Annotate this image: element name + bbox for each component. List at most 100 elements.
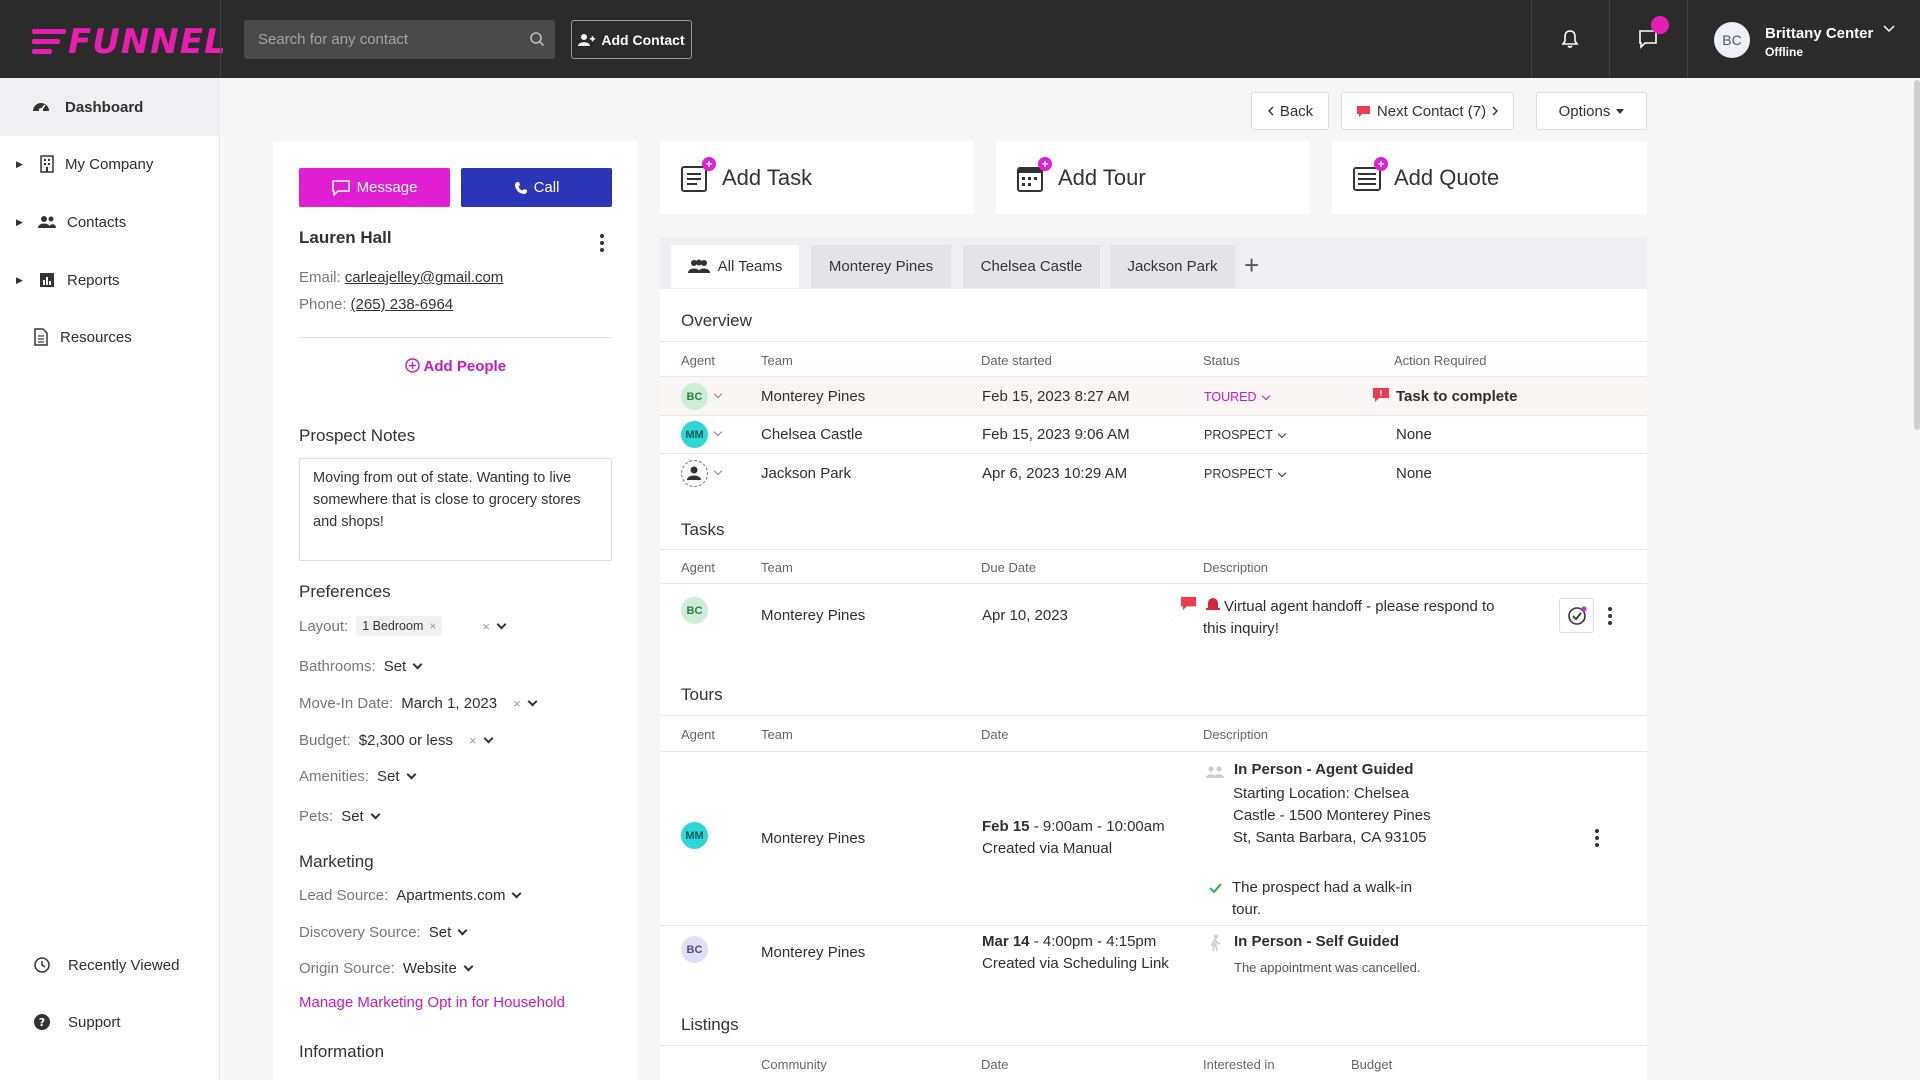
agent-avatar[interactable]: BC	[681, 383, 708, 410]
search-box[interactable]	[244, 20, 555, 59]
add-contact-button[interactable]: Add Contact	[571, 20, 692, 59]
remove-chip-icon[interactable]: ×	[429, 619, 437, 633]
tab-label: Jackson Park	[1127, 258, 1218, 275]
chevron-down-icon[interactable]	[483, 733, 493, 744]
chevron-down-icon[interactable]	[412, 659, 423, 670]
more-options-icon[interactable]	[1590, 829, 1604, 847]
caret-right-icon[interactable]: ▶	[16, 274, 23, 285]
sidebar-item-label: Dashboard	[65, 98, 144, 116]
user-avatar[interactable]: BC	[1714, 22, 1750, 58]
pref-bathrooms[interactable]: Bathrooms: Set	[299, 658, 423, 675]
pref-budget[interactable]: Budget: $2,300 or less ×	[299, 732, 493, 749]
add-person-icon	[578, 34, 596, 46]
chevron-down-icon[interactable]	[512, 888, 522, 899]
origin-source-field[interactable]: Origin Source: Website	[299, 960, 474, 977]
manage-marketing-link[interactable]: Manage Marketing Opt in for Household	[299, 994, 565, 1011]
sidebar-item-contacts[interactable]: ▶ Contacts	[0, 193, 220, 251]
status-dropdown[interactable]: PROSPECT	[1204, 428, 1287, 442]
agent-avatar[interactable]: BC	[681, 597, 708, 624]
tour-date: Feb 15	[982, 818, 1030, 835]
chevron-left-icon	[1267, 106, 1274, 116]
message-label: Message	[356, 179, 418, 196]
action-required-cell[interactable]: Task to complete	[1396, 388, 1518, 405]
team-cell: Monterey Pines	[761, 388, 866, 405]
message-button[interactable]: Message	[299, 168, 450, 207]
sidebar-item-resources[interactable]: Resources	[0, 308, 220, 366]
scrollbar[interactable]	[1914, 80, 1920, 430]
prospect-notes-textarea[interactable]: Moving from out of state. Wanting to liv…	[299, 458, 612, 561]
tab-all-teams[interactable]: All Teams	[671, 245, 799, 288]
chevron-down-icon[interactable]	[463, 961, 474, 972]
status-dropdown[interactable]: TOURED	[1204, 390, 1270, 404]
agent-avatar[interactable]: MM	[681, 421, 708, 448]
table-row[interactable]	[660, 377, 1647, 415]
lead-source-field[interactable]: Lead Source: Apartments.com	[299, 887, 522, 904]
tab-label: Monterey Pines	[828, 258, 934, 275]
sidebar-item-recently-viewed[interactable]: Recently Viewed	[0, 936, 220, 994]
clear-icon[interactable]: ×	[468, 733, 477, 748]
chevron-down-icon[interactable]	[370, 809, 381, 820]
funnel-logo[interactable]: FUNNEL	[32, 22, 227, 62]
pref-move-in-date[interactable]: Move-In Date: March 1, 2023 ×	[299, 695, 538, 712]
call-button[interactable]: Call	[461, 168, 612, 207]
unassigned-agent-icon[interactable]	[681, 460, 708, 487]
add-people-label: Add People	[423, 358, 507, 375]
sidebar-item-my-company[interactable]: ▶ My Company	[0, 135, 220, 193]
agent-avatar[interactable]: MM	[681, 822, 708, 849]
pref-amenities[interactable]: Amenities: Set	[299, 768, 416, 785]
chevron-down-icon[interactable]	[713, 427, 723, 437]
more-options-icon[interactable]	[1603, 607, 1617, 625]
email-link[interactable]: carleajelley@gmail.com	[344, 269, 504, 286]
people-icon	[38, 216, 56, 228]
add-quote-button[interactable]: + Add Quote	[1332, 141, 1647, 214]
tab-chelsea-castle[interactable]: Chelsea Castle	[963, 245, 1100, 288]
caret-right-icon[interactable]: ▶	[16, 216, 23, 227]
sidebar-item-reports[interactable]: ▶ Reports	[0, 251, 220, 309]
information-title: Information	[299, 1042, 385, 1061]
sidebar-item-dashboard[interactable]: Dashboard	[0, 78, 220, 136]
search-icon[interactable]	[529, 31, 545, 47]
clear-icon[interactable]: ×	[513, 696, 521, 711]
back-button[interactable]: Back	[1251, 92, 1329, 130]
add-tour-button[interactable]: + Add Tour	[996, 141, 1310, 214]
pref-pets[interactable]: Pets: Set	[299, 808, 381, 825]
add-people-button[interactable]: Add People	[273, 358, 638, 375]
task-description[interactable]: Virtual agent handoff - please respond t…	[1203, 598, 1495, 637]
layout-chip[interactable]: 1 Bedroom ×	[356, 616, 443, 636]
pref-label: Budget:	[299, 732, 351, 749]
history-icon	[34, 957, 50, 973]
discovery-source-field[interactable]: Discovery Source: Set	[299, 924, 468, 941]
pref-layout[interactable]: Layout: 1 Bedroom × ×	[299, 616, 507, 636]
search-input[interactable]	[244, 20, 524, 59]
clear-icon[interactable]: ×	[482, 618, 490, 634]
options-button[interactable]: Options	[1536, 92, 1647, 130]
messages-button[interactable]	[1609, 0, 1687, 78]
chevron-down-icon[interactable]	[496, 619, 507, 629]
agent-avatar[interactable]: BC	[681, 936, 708, 963]
column-header: Agent	[681, 353, 715, 368]
action-required-cell: None	[1396, 465, 1432, 482]
sidebar-item-label: Resources	[60, 328, 132, 346]
complete-task-button[interactable]	[1559, 598, 1594, 633]
tab-monterey-pines[interactable]: Monterey Pines	[811, 245, 951, 288]
date-cell: Feb 15, 2023 8:27 AM	[982, 388, 1130, 405]
notifications-button[interactable]	[1531, 0, 1609, 78]
sidebar-item-support[interactable]: ? Support	[0, 993, 220, 1051]
chevron-down-icon[interactable]	[1883, 25, 1895, 33]
tour-note: The prospect had a walk-in tour.	[1232, 879, 1413, 918]
column-header: Date	[981, 727, 1009, 742]
more-options-icon[interactable]	[595, 234, 609, 252]
caret-right-icon[interactable]: ▶	[16, 158, 23, 169]
chevron-down-icon[interactable]	[527, 696, 538, 707]
add-task-button[interactable]: + Add Task	[660, 141, 974, 214]
add-team-tab-icon[interactable]: +	[1244, 250, 1260, 280]
status-dropdown[interactable]: PROSPECT	[1204, 467, 1287, 481]
sidebar-item-label: Contacts	[67, 213, 127, 231]
phone-link[interactable]: (265) 238-6964	[350, 296, 454, 313]
chevron-down-icon[interactable]	[713, 466, 723, 476]
user-name[interactable]: Brittany Center	[1765, 25, 1874, 42]
chevron-down-icon[interactable]	[457, 925, 468, 936]
tab-jackson-park[interactable]: Jackson Park	[1110, 245, 1235, 288]
next-contact-button[interactable]: Next Contact (7)	[1341, 92, 1514, 130]
chevron-down-icon[interactable]	[406, 769, 416, 780]
